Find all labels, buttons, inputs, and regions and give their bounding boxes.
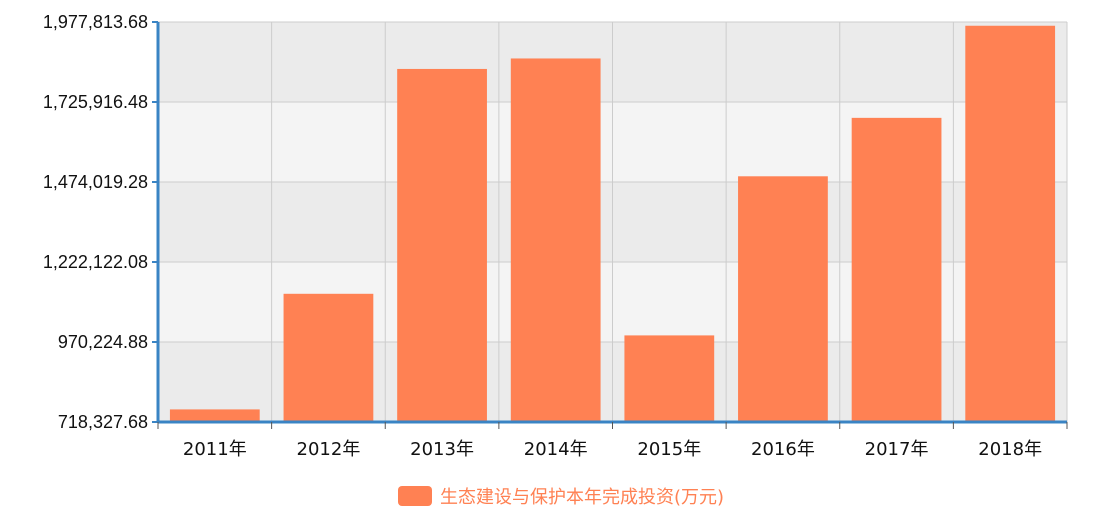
x-tick-label: 2014年 [524, 439, 588, 460]
bars [169, 25, 1056, 423]
x-tick-label: 2017年 [865, 439, 929, 460]
legend[interactable]: 生态建设与保护本年完成投资(万元) [398, 484, 724, 508]
x-tick-label: 2011年 [183, 439, 247, 460]
bar [738, 176, 828, 422]
x-tick-label: 2012年 [297, 439, 361, 460]
axes [152, 21, 1068, 429]
bar [510, 58, 601, 423]
x-tick-label: 2013年 [410, 439, 474, 460]
y-axis-labels: 718,327.68 970,224.88 1,222,122.08 1,474,01… [43, 12, 148, 432]
y-tick-label: 970,224.88 [58, 332, 148, 352]
bar [283, 293, 374, 422]
legend-label: 生态建设与保护本年完成投资(万元) [440, 487, 725, 508]
bar [397, 68, 487, 423]
y-tick-label: 1,977,813.68 [43, 12, 148, 32]
y-tick-label: 1,725,916.48 [43, 92, 148, 112]
y-tick-label: 1,222,122.08 [43, 252, 148, 272]
bar [624, 335, 715, 422]
x-tick-label: 2018年 [978, 439, 1042, 460]
x-tick-label: 2016年 [751, 439, 815, 460]
y-tick-label: 1,474,019.28 [43, 172, 148, 192]
bar [851, 117, 942, 422]
x-tick-label: 2015年 [637, 439, 701, 460]
bar [169, 409, 260, 422]
legend-swatch [398, 486, 432, 506]
y-tick-label: 718,327.68 [58, 412, 148, 432]
x-axis-labels: 2011年 2012年 2013年 2014年 2015年 2016年 2017年 2018年 [183, 439, 1042, 460]
bar [965, 25, 1056, 423]
